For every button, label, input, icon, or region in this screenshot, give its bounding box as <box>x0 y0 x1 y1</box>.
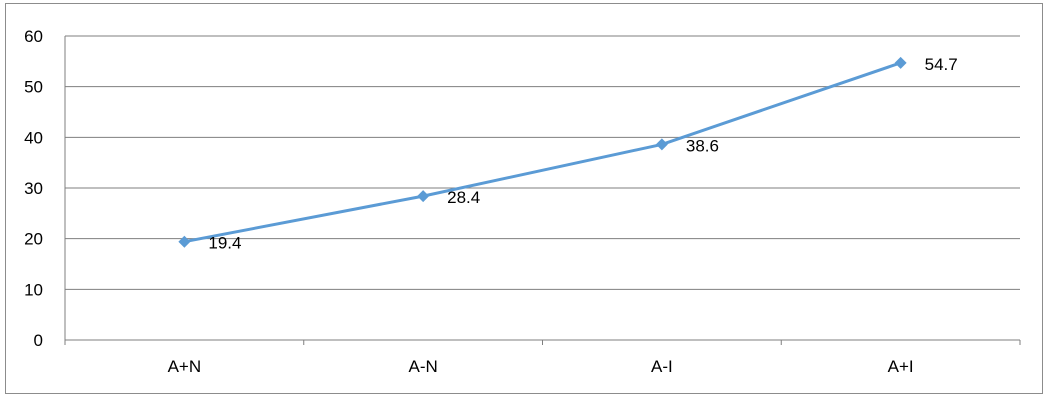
y-tick-label-0: 0 <box>34 331 43 350</box>
data-label-3: 38.6 <box>686 136 719 155</box>
x-tick-label-a-i: A+I <box>888 357 914 376</box>
data-label-4: 54.7 <box>925 55 958 74</box>
x-tick-label-a-n: A+N <box>168 357 202 376</box>
x-tick-label-a-n: A-N <box>408 357 437 376</box>
x-tick-label-a-i: A-I <box>651 357 673 376</box>
data-point-marker-4 <box>894 56 907 69</box>
y-tick-label-20: 20 <box>24 230 43 249</box>
data-label-2: 28.4 <box>447 188 480 207</box>
data-point-marker-2 <box>417 190 430 203</box>
data-point-marker-1 <box>178 235 191 248</box>
data-label-1: 19.4 <box>208 234 241 253</box>
y-tick-label-50: 50 <box>24 78 43 97</box>
series-line <box>182 61 903 244</box>
chart-frame <box>5 3 1043 394</box>
y-tick-label-10: 10 <box>24 280 43 299</box>
y-tick-label-60: 60 <box>24 27 43 46</box>
y-tick-label-40: 40 <box>24 128 43 147</box>
y-tick-label-30: 30 <box>24 179 43 198</box>
data-point-marker-3 <box>655 138 668 151</box>
